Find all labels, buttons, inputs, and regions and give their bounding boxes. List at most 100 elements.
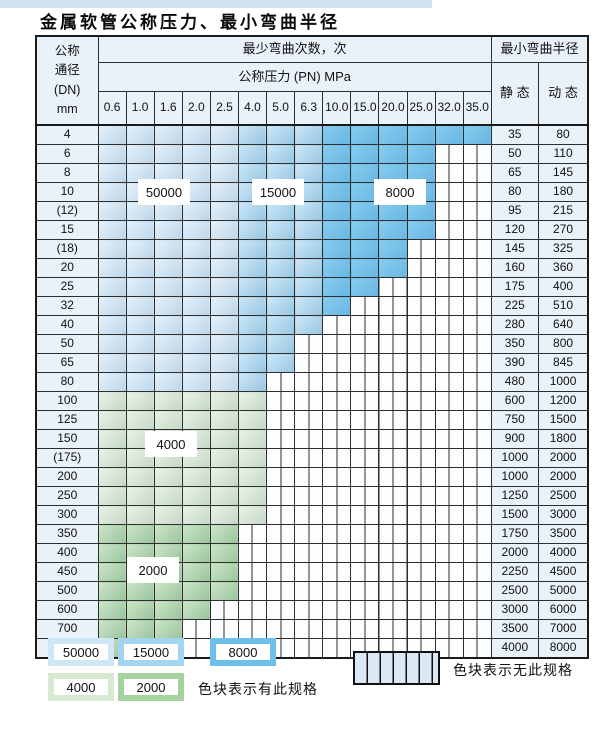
no-spec-cell — [322, 562, 352, 582]
page-title: 金属软管公称压力、最小弯曲半径 — [40, 13, 340, 33]
no-spec-cell — [237, 581, 268, 601]
dn-cell: 700 — [35, 619, 99, 639]
spec-cell — [181, 562, 211, 582]
spec-cell — [153, 124, 183, 145]
dynamic-radius-cell: 1000 — [537, 372, 589, 392]
spec-cell — [350, 258, 380, 278]
no-spec-cell — [406, 315, 436, 335]
no-spec-cell — [406, 562, 436, 582]
spec-cell — [209, 448, 239, 468]
table-row: (18) 145 325 — [35, 239, 589, 259]
no-spec-cell — [350, 486, 380, 506]
no-spec-cell — [350, 334, 380, 354]
legend-swatch-label: 50000 — [62, 644, 100, 660]
no-spec-cell — [322, 315, 352, 335]
dn-cell: 10 — [35, 182, 99, 202]
no-spec-cell — [350, 353, 380, 373]
spec-cell — [406, 124, 436, 145]
static-radius-cell: 3500 — [490, 619, 539, 639]
spec-cell — [406, 163, 436, 183]
no-spec-cell — [406, 448, 436, 468]
dn-cell: 300 — [35, 505, 99, 525]
table-row: 20 160 360 — [35, 258, 589, 278]
static-radius-cell: 1500 — [490, 505, 539, 525]
no-spec-cell — [406, 581, 436, 601]
no-spec-cell — [378, 353, 408, 373]
no-spec-cell — [462, 239, 492, 259]
spec-cell — [322, 277, 352, 297]
scan-artifact-strip — [0, 0, 432, 8]
dn-header-line: 公称 — [54, 43, 80, 58]
spec-cell — [237, 296, 268, 316]
no-spec-cell — [294, 410, 324, 430]
no-spec-cell — [350, 505, 380, 525]
table-row: 200 1000 2000 — [35, 467, 589, 487]
static-header: 静 态 — [490, 62, 539, 126]
spec-cell — [294, 201, 324, 221]
dn-cell: 100 — [35, 391, 99, 411]
no-spec-cell — [350, 600, 380, 620]
no-spec-cell — [294, 334, 324, 354]
no-spec-cell — [322, 543, 352, 563]
spec-cell — [153, 524, 183, 544]
dn-cell: (175) — [35, 448, 99, 468]
zone-label-15000: 15000 — [252, 179, 304, 205]
legend-swatch-8000: 8000 — [210, 638, 276, 666]
spec-cell — [125, 581, 155, 601]
spec-cell — [266, 144, 296, 164]
no-spec-cell — [434, 220, 464, 240]
no-spec-cell — [237, 600, 268, 620]
spec-cell — [462, 124, 492, 145]
no-spec-cell — [462, 600, 492, 620]
spec-cell — [237, 277, 268, 297]
spec-cell — [266, 353, 296, 373]
no-spec-cell — [462, 619, 492, 639]
dn-header: 公称 通径 (DN) mm — [35, 35, 99, 126]
dynamic-radius-cell: 2000 — [537, 448, 589, 468]
no-spec-cell — [434, 524, 464, 544]
no-spec-cell — [294, 524, 324, 544]
dn-cell: 8 — [35, 163, 99, 183]
no-spec-cell — [350, 410, 380, 430]
spec-cell — [322, 182, 352, 202]
spec-cell — [237, 448, 268, 468]
dynamic-radius-cell: 145 — [537, 163, 589, 183]
static-radius-cell: 2500 — [490, 581, 539, 601]
spec-cell — [125, 239, 155, 259]
spec-cell — [209, 505, 239, 525]
spec-cell — [97, 277, 127, 297]
dynamic-radius-cell: 325 — [537, 239, 589, 259]
no-spec-cell — [462, 486, 492, 506]
table-row: 700 3500 7000 — [35, 619, 589, 639]
pressure-value-header: 4.0 — [237, 91, 268, 126]
static-radius-cell: 390 — [490, 353, 539, 373]
no-spec-cell — [462, 410, 492, 430]
spec-cell — [97, 220, 127, 240]
no-spec-cell — [378, 315, 408, 335]
spec-cell — [322, 296, 352, 316]
no-spec-cell — [378, 372, 408, 392]
no-spec-cell — [294, 581, 324, 601]
spec-cell — [237, 124, 268, 145]
spec-cell — [378, 220, 408, 240]
dn-cell: 40 — [35, 315, 99, 335]
spec-cell — [125, 391, 155, 411]
pressure-value-header: 1.0 — [125, 91, 155, 126]
spec-cell — [97, 410, 127, 430]
spec-cell — [181, 353, 211, 373]
no-spec-cell — [294, 448, 324, 468]
static-radius-cell: 350 — [490, 334, 539, 354]
no-spec-cell — [462, 315, 492, 335]
legend-no-spec-text: 色块表示无此规格 — [453, 662, 573, 678]
zone-label-2000: 2000 — [127, 557, 179, 583]
pressure-value-header: 25.0 — [406, 91, 436, 126]
spec-cell — [181, 524, 211, 544]
no-spec-cell — [266, 486, 296, 506]
no-spec-cell — [406, 372, 436, 392]
legend-swatch-2000: 2000 — [118, 673, 184, 701]
table-row: 4 35 80 — [35, 124, 589, 145]
no-spec-cell — [266, 581, 296, 601]
legend-swatch-label: 4000 — [66, 679, 96, 695]
table-row: 350 1750 3500 — [35, 524, 589, 544]
no-spec-cell — [406, 429, 436, 449]
